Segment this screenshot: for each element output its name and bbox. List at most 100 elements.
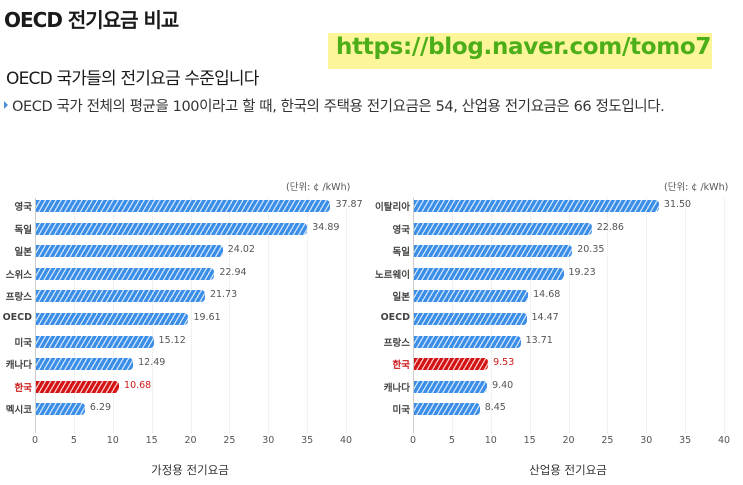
bar — [36, 403, 85, 416]
bar-row: 영국 22.86 — [393, 221, 724, 236]
bar — [36, 358, 134, 371]
value-label: 22.94 — [219, 266, 247, 278]
bar — [36, 200, 331, 212]
x-axis-label: 산업용 전기요금 — [529, 463, 607, 477]
category-label: 한국 — [392, 360, 410, 372]
bar — [36, 313, 189, 325]
value-label: 9.53 — [493, 357, 515, 369]
value-label: 22.86 — [596, 221, 624, 233]
bar-row: 독일 34.89 — [15, 221, 346, 236]
value-label: 19.23 — [568, 266, 596, 278]
gridline — [229, 198, 231, 433]
category-label: 미국 — [392, 405, 410, 417]
bar — [36, 222, 308, 235]
gridline — [268, 198, 270, 433]
value-label: 20.35 — [577, 244, 605, 256]
category-label: 스위스 — [5, 269, 32, 281]
bar — [36, 335, 154, 348]
x-tick-label: 30 — [262, 435, 275, 446]
bar — [414, 222, 592, 235]
x-tick-label: 15 — [523, 435, 536, 446]
bar-row: OECD 19.61 — [3, 312, 346, 326]
url-highlight — [328, 33, 712, 69]
bar — [414, 313, 527, 325]
bar — [36, 267, 215, 280]
gridline — [568, 198, 570, 433]
x-tick-label: 10 — [106, 435, 119, 446]
category-label: OECD — [380, 312, 410, 323]
description-text: OECD 국가 전체의 평균을 100이라고 할 때, 한국의 주택용 전기요금… — [12, 99, 665, 115]
category-label: 이탈리아 — [375, 202, 410, 213]
x-tick-label: 0 — [409, 435, 417, 446]
value-label: 10.68 — [124, 379, 152, 391]
category-label: 프랑스 — [5, 292, 32, 304]
category-label: 캐나다 — [383, 382, 410, 394]
page-title: OECD 전기요금 비교 — [4, 8, 179, 32]
bar-row: 노르웨이 19.23 — [375, 266, 724, 281]
bar-row: 이탈리아 31.50 — [375, 199, 724, 213]
bar-row: 일본 24.02 — [15, 244, 346, 258]
category-label: 캐나다 — [5, 360, 32, 372]
bar-row: 캐나다 9.40 — [384, 380, 724, 394]
section-subtitle: OECD 국가들의 전기요금 수준입니다 — [6, 69, 259, 89]
value-label: 31.50 — [663, 199, 692, 210]
category-label: 영국 — [14, 202, 32, 213]
gridline — [307, 198, 309, 433]
bar-row: 한국 10.68 — [15, 379, 346, 394]
bar — [36, 380, 120, 393]
x-tick-label: 20 — [562, 435, 575, 446]
y-axis-line — [35, 198, 36, 433]
value-label: 13.71 — [525, 334, 553, 346]
bar-row: 독일 20.35 — [393, 244, 724, 258]
category-label: 독일 — [14, 224, 32, 236]
x-tick-label: 20 — [184, 435, 197, 446]
x-tick-label: 0 — [31, 435, 39, 446]
bar — [414, 200, 659, 212]
x-tick-label: 15 — [145, 435, 158, 446]
bar-row: 한국 9.53 — [393, 357, 724, 371]
category-label: 일본 — [14, 247, 32, 259]
blog-url[interactable]: https://blog.naver.com/tomo7 — [336, 34, 712, 60]
bar — [414, 335, 521, 348]
category-label: 노르웨이 — [375, 269, 410, 281]
bar-row: 미국 8.45 — [393, 402, 724, 416]
bar-row: 미국 15.12 — [15, 334, 346, 349]
category-label: 영국 — [392, 224, 410, 236]
bar-row: OECD 14.47 — [381, 312, 724, 326]
x-tick-label: 35 — [679, 435, 692, 446]
category-label: 프랑스 — [383, 337, 410, 349]
category-label: 멕시코 — [5, 405, 32, 417]
value-label: 6.29 — [89, 402, 112, 414]
bar-row: 프랑스 13.71 — [384, 334, 724, 349]
x-tick-label: 35 — [301, 435, 314, 446]
bar-row: 프랑스 21.73 — [6, 289, 346, 303]
residential-chart: (단위: ¢ /kWh) 영국 37.87 독일 34.89 일본 24.02 스위스 22.… — [0, 170, 372, 480]
x-tick-label: 40 — [339, 435, 353, 446]
y-axis-line — [413, 198, 414, 433]
gridline — [685, 198, 687, 433]
bar-row: 영국 37.87 — [15, 199, 363, 213]
value-label: 14.47 — [531, 312, 559, 323]
bar — [36, 290, 205, 303]
x-tick-label: 25 — [223, 435, 236, 446]
gridline — [190, 198, 192, 433]
category-label: 미국 — [14, 337, 32, 349]
x-tick-label: 30 — [640, 435, 653, 446]
category-label: 독일 — [392, 247, 410, 259]
bar-row: 캐나다 12.49 — [6, 357, 346, 371]
gridline — [724, 198, 725, 433]
x-tick-label: 10 — [484, 435, 497, 446]
category-label: 한국 — [14, 382, 32, 394]
gridline — [346, 198, 347, 433]
bar — [36, 245, 223, 258]
bar — [414, 245, 573, 258]
value-label: 8.45 — [484, 402, 506, 414]
value-label: 34.89 — [312, 221, 340, 233]
bar — [414, 290, 529, 303]
value-label: 15.12 — [158, 334, 186, 346]
bullet-icon — [4, 101, 8, 109]
unit-label: (단위: ¢ /kWh) — [664, 182, 729, 193]
value-label: 12.49 — [138, 357, 166, 369]
bar-row: 일본 14.68 — [393, 289, 724, 303]
value-label: 24.02 — [227, 244, 255, 256]
